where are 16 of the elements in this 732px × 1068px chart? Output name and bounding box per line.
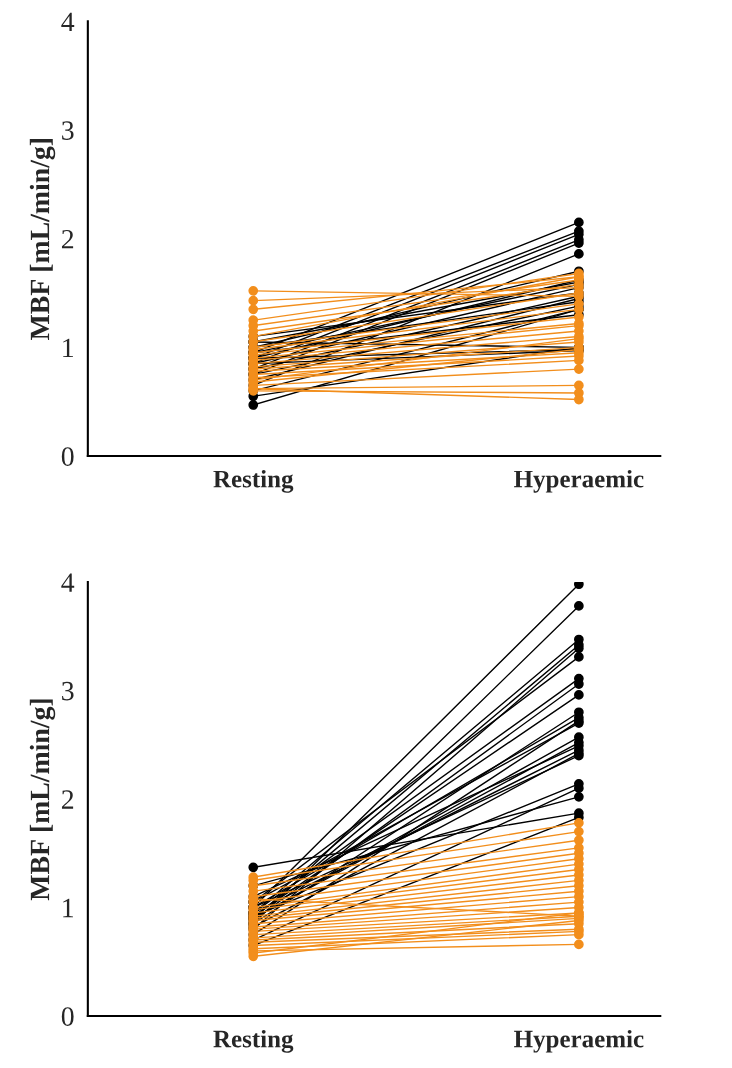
y-axis-title: MBF [mL/min/g] [29,139,56,340]
y-axis-title: MBF [mL/min/g] [29,699,56,901]
y-tick-label: 0 [61,447,74,466]
x-tick-label: Hyperaemic [514,1029,644,1053]
y-tick-label: 4 [61,12,75,31]
y-tick-label: 4 [61,573,75,592]
x-tick-label: Resting [213,469,294,493]
x-tick-label: Resting [213,1029,294,1053]
y-tick-label: 1 [63,898,73,918]
y-tick-label: 2 [61,229,74,249]
y-tick-label: 3 [62,121,74,140]
y-tick-label: 2 [61,790,74,809]
y-tick-label: 1 [63,338,73,357]
x-tick-label: Hyperaemic [514,469,644,493]
y-tick-label: 0 [61,1007,74,1026]
y-tick-label: 3 [62,681,74,701]
